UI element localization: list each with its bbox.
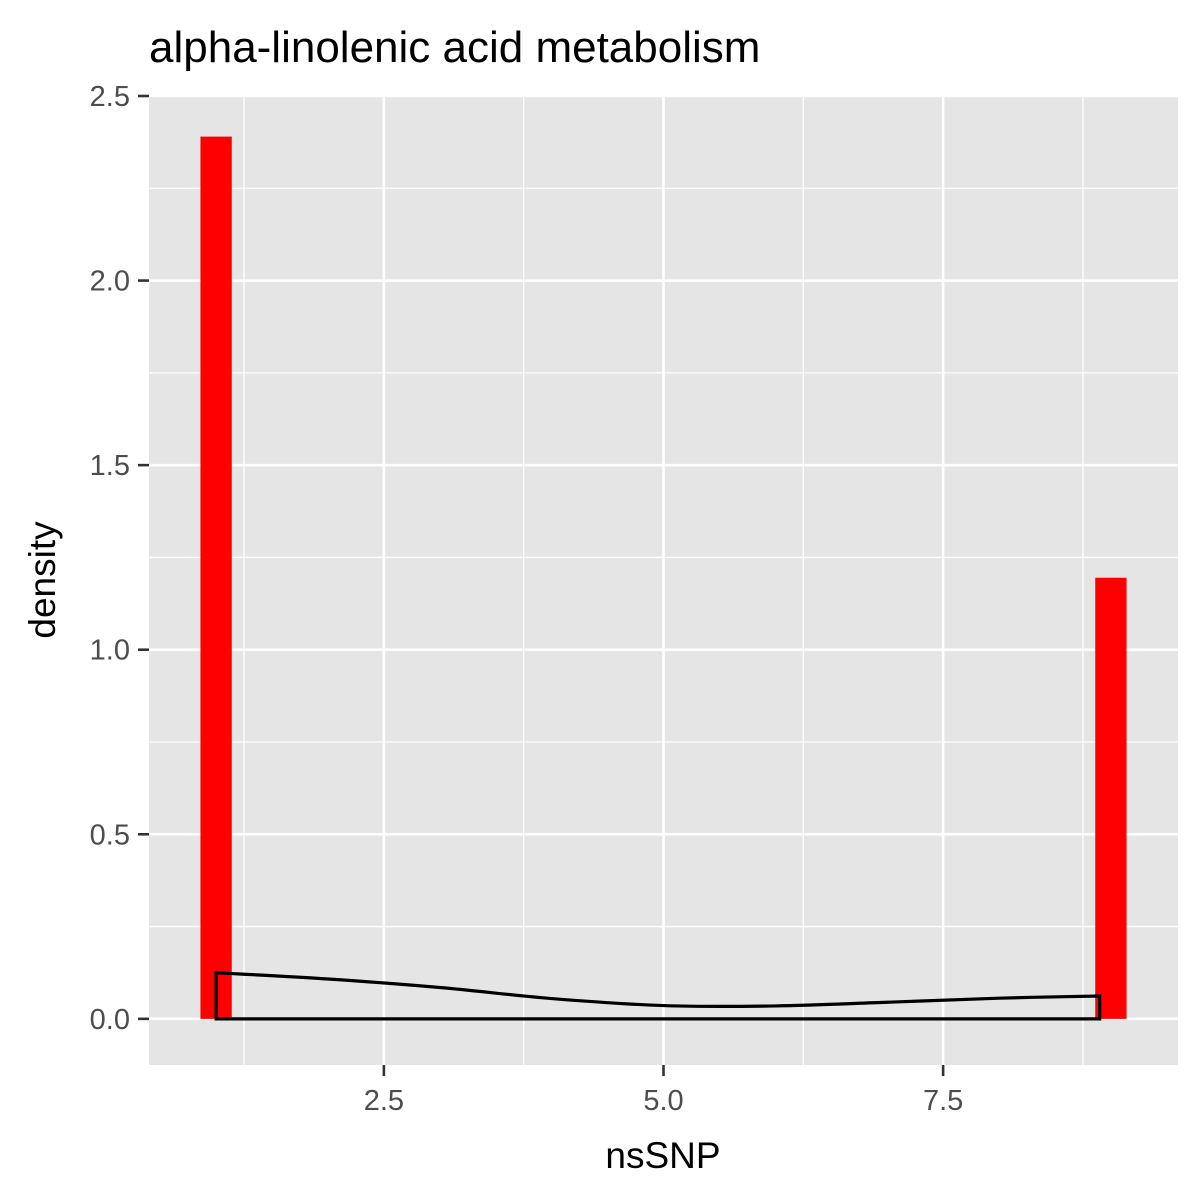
y-tick-label: 2.0 bbox=[90, 266, 130, 298]
density-curve-group bbox=[214, 971, 1102, 1021]
y-tick-label: 1.5 bbox=[90, 450, 130, 482]
major-gridlines bbox=[149, 94, 1178, 1065]
histogram-bar bbox=[200, 136, 232, 1019]
y-axis-title: density bbox=[22, 521, 63, 639]
x-tick-label: 7.5 bbox=[923, 1085, 963, 1117]
y-tick-label: 1.0 bbox=[90, 635, 130, 667]
histogram-bar bbox=[1095, 577, 1127, 1019]
x-axis: 2.5 5.0 7.5 bbox=[364, 1065, 963, 1117]
y-tick-label: 2.5 bbox=[90, 81, 130, 113]
y-tick-label: 0.0 bbox=[90, 1004, 130, 1036]
histogram-bars bbox=[200, 136, 1127, 1019]
x-tick-label: 5.0 bbox=[643, 1085, 683, 1117]
chart-title: alpha-linolenic acid metabolism bbox=[149, 23, 760, 72]
x-axis-title: nsSNP bbox=[605, 1135, 720, 1176]
y-axis: 0.0 0.5 1.0 1.5 2.0 2.5 bbox=[90, 81, 149, 1036]
density-curve bbox=[214, 971, 1102, 1021]
x-tick-label: 2.5 bbox=[364, 1085, 404, 1117]
y-tick-label: 0.5 bbox=[90, 819, 130, 851]
